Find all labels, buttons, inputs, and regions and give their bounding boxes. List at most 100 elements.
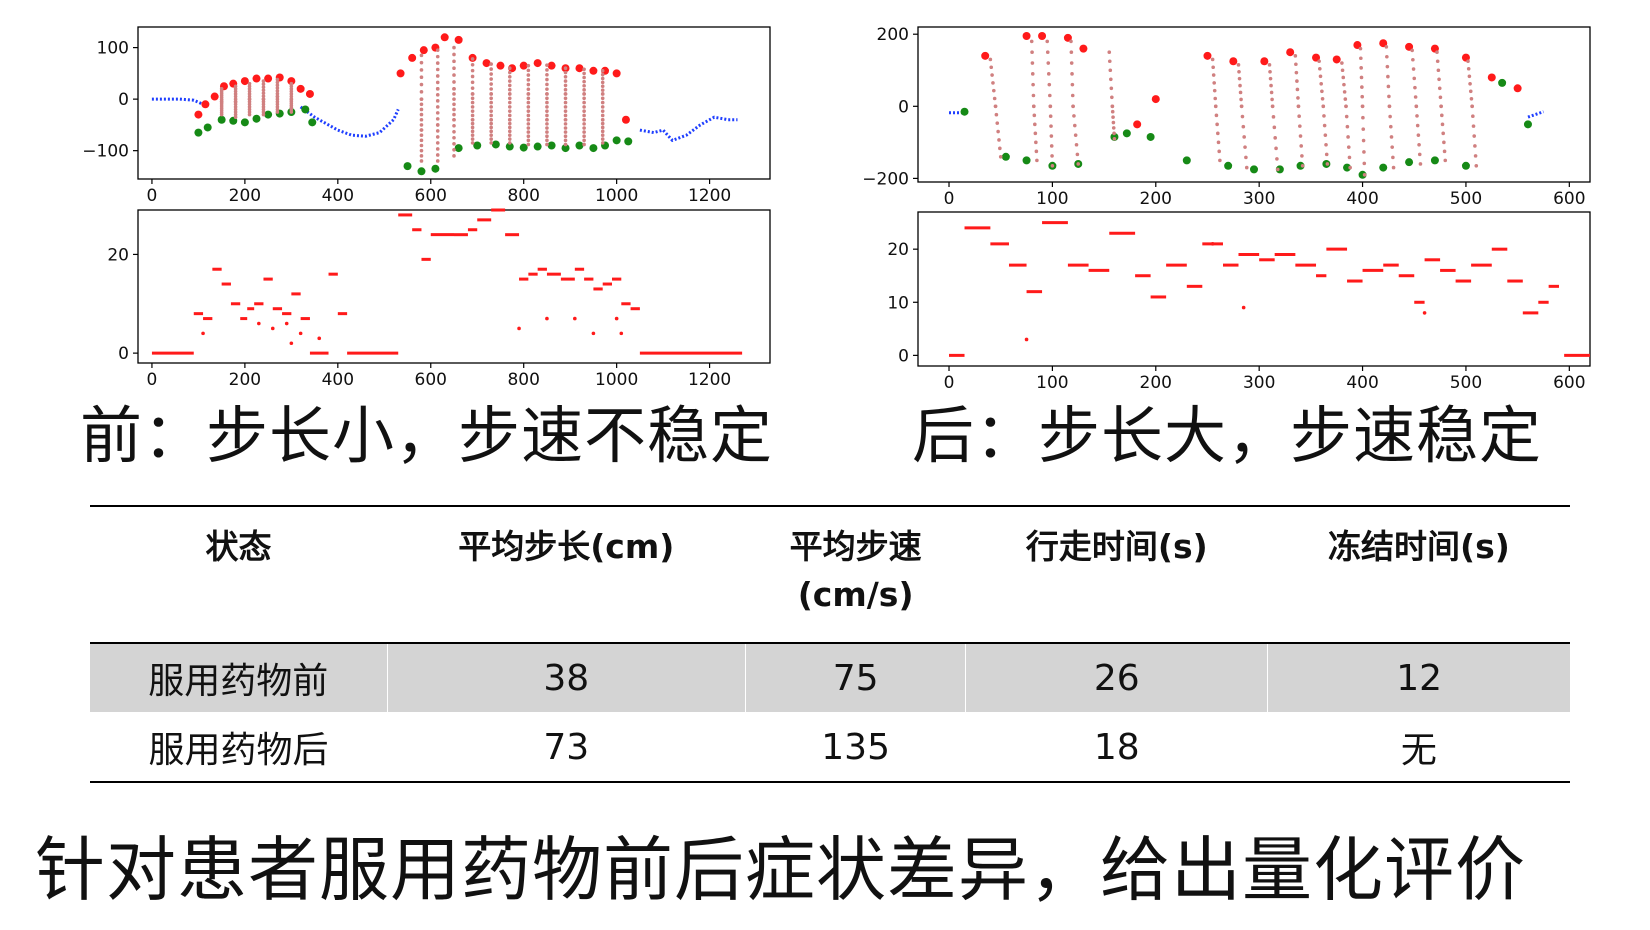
intermediate-point bbox=[1341, 75, 1346, 80]
intermediate-point bbox=[1440, 113, 1444, 118]
intermediate-point bbox=[435, 111, 440, 115]
intermediate-point bbox=[1320, 96, 1325, 101]
valley-point bbox=[1182, 156, 1191, 165]
x-tick-label: 400 bbox=[1346, 373, 1378, 393]
intermediate-point bbox=[1320, 89, 1324, 94]
intermediate-point bbox=[563, 66, 568, 71]
intermediate-point bbox=[1300, 154, 1304, 158]
intermediate-point bbox=[989, 65, 994, 70]
intermediate-point bbox=[1468, 89, 1473, 94]
intermediate-point bbox=[1297, 114, 1301, 119]
intermediate-point bbox=[563, 113, 568, 118]
cell-walk-time: 26 bbox=[965, 643, 1268, 713]
valley-point bbox=[473, 141, 482, 150]
intermediate-point bbox=[1443, 158, 1448, 163]
peak-point bbox=[440, 33, 449, 42]
intermediate-point bbox=[247, 112, 252, 117]
intermediate-point bbox=[600, 92, 605, 96]
caption-after: 后：步长大，步速稳定 bbox=[912, 399, 1543, 472]
intermediate-point bbox=[1035, 158, 1039, 163]
step-length-point bbox=[591, 331, 596, 336]
intermediate-point bbox=[1322, 114, 1326, 118]
intermediate-point bbox=[470, 129, 475, 134]
intermediate-point bbox=[1474, 163, 1479, 168]
peak-point bbox=[612, 69, 621, 78]
intermediate-point bbox=[1294, 62, 1298, 67]
intermediate-point bbox=[1110, 109, 1115, 114]
intermediate-point bbox=[1417, 152, 1422, 157]
intermediate-point bbox=[994, 112, 999, 117]
y-tick-label: 10 bbox=[887, 293, 909, 313]
intermediate-point bbox=[1413, 85, 1417, 90]
intermediate-point bbox=[1346, 135, 1350, 139]
intermediate-point bbox=[526, 138, 531, 143]
intermediate-point bbox=[489, 62, 493, 66]
intermediate-point bbox=[526, 126, 531, 130]
intermediate-point bbox=[1031, 93, 1036, 98]
intermediate-point bbox=[1033, 131, 1038, 136]
intermediate-point bbox=[419, 75, 424, 80]
intermediate-point bbox=[452, 59, 456, 64]
intermediate-point bbox=[1049, 134, 1054, 138]
valley-point bbox=[505, 142, 514, 151]
x-tick-label: 400 bbox=[322, 370, 354, 390]
intermediate-point bbox=[1111, 120, 1116, 125]
peak-point bbox=[508, 64, 517, 73]
intermediate-point bbox=[563, 109, 568, 113]
intermediate-point bbox=[435, 153, 440, 157]
valley-point bbox=[547, 141, 556, 150]
intermediate-point bbox=[489, 133, 493, 138]
step-length-point bbox=[298, 331, 303, 336]
peak-point bbox=[419, 46, 428, 55]
intermediate-point bbox=[1244, 155, 1248, 160]
intermediate-point bbox=[452, 148, 456, 152]
step-length-point bbox=[619, 331, 624, 336]
intermediate-point bbox=[275, 77, 280, 82]
valley-point bbox=[308, 118, 317, 127]
intermediate-point bbox=[507, 75, 512, 79]
intermediate-point bbox=[261, 112, 266, 117]
intermediate-point bbox=[1211, 73, 1216, 77]
intermediate-point bbox=[563, 96, 568, 101]
intermediate-point bbox=[526, 63, 531, 68]
intermediate-point bbox=[1210, 57, 1215, 62]
intermediate-point bbox=[582, 88, 586, 92]
valley-point bbox=[1224, 161, 1233, 170]
intermediate-point bbox=[452, 154, 456, 158]
valley-point bbox=[240, 118, 249, 127]
intermediate-point bbox=[1300, 163, 1305, 168]
intermediate-point bbox=[1342, 90, 1347, 94]
intermediate-point bbox=[1240, 114, 1245, 119]
intermediate-point bbox=[470, 137, 475, 141]
intermediate-point bbox=[1111, 126, 1116, 130]
intermediate-point bbox=[452, 45, 456, 50]
intermediate-point bbox=[563, 122, 568, 126]
intermediate-point bbox=[582, 96, 586, 101]
intermediate-point bbox=[1034, 149, 1039, 154]
intermediate-point bbox=[582, 113, 586, 118]
intermediate-point bbox=[1435, 59, 1440, 64]
valley-point bbox=[1430, 156, 1439, 165]
intermediate-point bbox=[233, 110, 238, 114]
cell-step-length: 73 bbox=[387, 712, 746, 783]
step-length-point bbox=[1024, 337, 1029, 342]
intermediate-point bbox=[600, 117, 605, 122]
intermediate-point bbox=[563, 92, 568, 96]
intermediate-point bbox=[1360, 104, 1365, 109]
intermediate-point bbox=[247, 97, 252, 101]
intermediate-point bbox=[275, 86, 280, 90]
intermediate-point bbox=[990, 73, 994, 77]
intermediate-point bbox=[1347, 155, 1352, 160]
cell-speed: 135 bbox=[745, 712, 966, 783]
peak-point bbox=[408, 53, 417, 62]
x-tick-label: 100 bbox=[1036, 189, 1068, 209]
intermediate-point bbox=[1414, 104, 1419, 109]
intermediate-point bbox=[452, 135, 456, 140]
valley-point bbox=[1379, 163, 1388, 172]
intermediate-point bbox=[1070, 72, 1074, 76]
intermediate-point bbox=[1389, 135, 1394, 139]
intermediate-point bbox=[1213, 104, 1218, 109]
intermediate-point bbox=[545, 126, 549, 130]
y-tick-label: 0 bbox=[118, 344, 129, 364]
intermediate-point bbox=[1048, 93, 1052, 98]
